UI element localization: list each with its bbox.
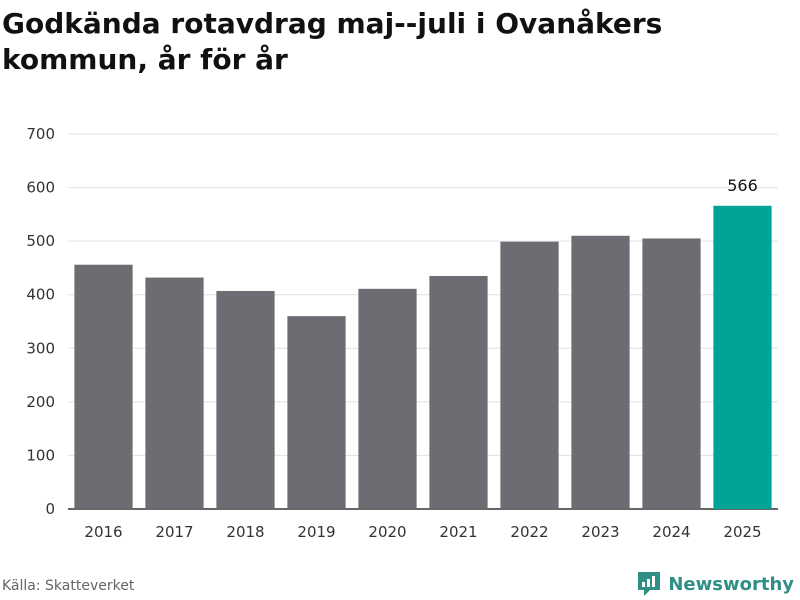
brand-logo[interactable]: Newsworthy [636,568,794,600]
x-tick-label: 2022 [510,523,548,541]
bar-2018 [216,290,275,509]
newsworthy-logo-icon [638,572,661,596]
bar-2019 [287,316,346,509]
brand-name: Newsworthy [668,573,794,595]
y-tick-label: 200 [26,393,55,411]
x-tick-label: 2023 [581,523,619,541]
bar-2021 [429,275,488,509]
chart-title: Godkända rotavdrag maj--juli i Ovanåkers… [2,7,663,76]
bar-2022 [500,241,559,509]
y-tick-label: 100 [26,446,55,464]
x-tick-label: 2021 [439,523,477,541]
y-tick-label: 700 [26,125,55,143]
x-tick-label: 2017 [155,523,193,541]
y-tick-label: 500 [26,232,55,250]
x-tick-label: 2020 [368,523,406,541]
x-tick-label: 2025 [723,523,761,541]
x-tick-label: 2016 [84,523,122,541]
x-tick-label: 2018 [226,523,264,541]
bar-2017 [145,277,204,509]
bars [74,205,772,510]
data-label: 566 [727,176,758,195]
y-tick-label: 400 [26,286,55,304]
bar-2023 [571,235,630,510]
bar-2016 [74,264,133,509]
tick-labels: 0 100 200 300 400 500 600 700 2016 2017 2018 2019 20… [26,125,761,541]
y-tick-label: 600 [26,179,55,197]
source-note: Källa: Skatteverket [2,578,135,594]
x-tick-label: 2019 [297,523,335,541]
y-tick-label: 0 [45,500,55,518]
bar-2024 [642,238,701,509]
bar-2025 [713,205,772,510]
x-tick-label: 2024 [652,523,690,541]
bar-2020 [358,288,417,509]
y-tick-label: 300 [26,339,55,357]
